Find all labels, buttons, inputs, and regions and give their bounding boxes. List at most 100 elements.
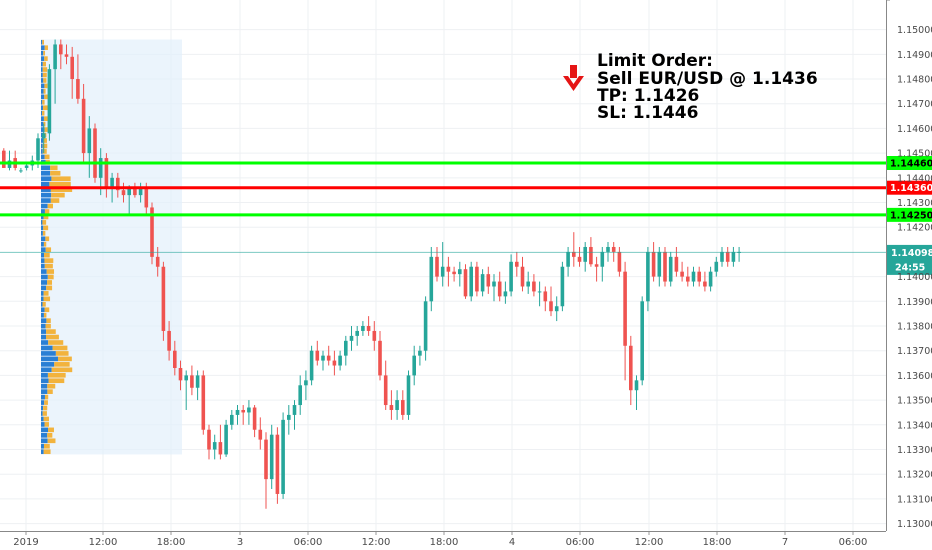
annotation-line-3: TP: 1.1426 xyxy=(597,86,699,106)
vp-buy-bar xyxy=(41,89,44,94)
vp-buy-bar xyxy=(41,252,45,258)
candle-body xyxy=(554,306,559,312)
vp-buy-bar xyxy=(41,127,45,132)
vp-sell-bar xyxy=(43,50,46,56)
vp-sell-bar xyxy=(43,121,46,127)
vp-sell-bar xyxy=(45,247,52,253)
vp-buy-bar xyxy=(41,274,48,280)
candle-body xyxy=(617,251,622,272)
candle-body xyxy=(150,207,154,257)
vp-buy-bar xyxy=(41,432,48,438)
vp-sell-bar xyxy=(47,274,54,280)
vp-sell-bar xyxy=(47,203,53,209)
y-tick-label: 1.13800 xyxy=(897,322,932,333)
vp-buy-bar xyxy=(41,225,44,231)
vp-sell-bar xyxy=(50,187,73,192)
vp-sell-bar xyxy=(47,389,53,394)
stop-loss-price-label: 1.14460 xyxy=(890,159,932,170)
last-price-label: 1.14098 xyxy=(891,248,932,259)
candle-body xyxy=(19,170,23,172)
candle-body xyxy=(549,301,553,312)
vp-sell-bar xyxy=(42,149,47,154)
vp-buy-bar xyxy=(41,181,50,187)
candle-body xyxy=(566,251,570,267)
candle-body xyxy=(697,271,701,282)
candle-body xyxy=(583,246,587,262)
candle-body xyxy=(144,187,149,208)
y-tick-label: 1.13700 xyxy=(897,346,932,357)
vp-buy-bar xyxy=(41,187,51,192)
stop-loss-price-tag xyxy=(887,156,932,171)
vp-buy-bar xyxy=(41,220,43,225)
candle-body xyxy=(503,291,508,297)
last-price-tag xyxy=(887,244,932,275)
vp-buy-bar xyxy=(41,170,51,176)
vp-buy-bar xyxy=(41,296,44,302)
vp-buy-bar xyxy=(41,389,48,394)
vp-sell-bar xyxy=(46,285,53,291)
vp-buy-bar xyxy=(41,105,43,111)
candles xyxy=(1,39,741,509)
y-tick-label: 1.13100 xyxy=(897,494,932,505)
vp-buy-bar xyxy=(41,329,47,334)
vp-sell-bar xyxy=(43,443,50,449)
candle-body xyxy=(104,158,109,188)
take-profit-price-label: 1.14250 xyxy=(890,210,932,221)
candle-body xyxy=(691,271,696,282)
vp-sell-bar xyxy=(50,198,60,203)
candle-body xyxy=(657,251,662,277)
candle-body xyxy=(212,442,217,450)
candle-body xyxy=(418,350,422,356)
vp-sell-bar xyxy=(46,334,59,340)
vp-sell-bar xyxy=(42,39,44,45)
candle-body xyxy=(543,291,548,302)
candle-body xyxy=(378,340,382,376)
vp-buy-bar xyxy=(41,422,45,427)
candle-body xyxy=(116,177,120,191)
vp-buy-bar xyxy=(41,263,45,269)
candle-body xyxy=(526,281,530,287)
vp-buy-bar xyxy=(41,405,44,411)
vp-buy-bar xyxy=(41,362,55,367)
vp-sell-bar xyxy=(48,340,64,345)
vp-buy-bar xyxy=(41,378,49,384)
vp-buy-bar xyxy=(41,443,44,449)
candle-body xyxy=(1,150,6,168)
vp-buy-bar xyxy=(41,241,44,247)
candle-body xyxy=(247,407,251,413)
candle-body xyxy=(452,271,456,275)
candle-body xyxy=(53,44,57,70)
candle-body xyxy=(395,400,399,410)
y-tick-label: 1.15000 xyxy=(897,25,932,36)
candle-body xyxy=(389,405,394,410)
x-tick-label: 3 xyxy=(237,537,243,548)
candle-body xyxy=(167,330,171,351)
candle-body xyxy=(532,281,536,292)
candle-body xyxy=(161,266,166,331)
order-annotation: Limit Order: Sell EUR/USD @ 1.1436 TP: 1… xyxy=(563,51,818,123)
vp-sell-bar xyxy=(44,94,48,100)
x-tick-label: 2019 xyxy=(13,537,38,548)
candle-body xyxy=(572,251,576,257)
candle-body xyxy=(304,380,308,386)
y-tick-label: 1.14400 xyxy=(897,173,932,184)
candle-body xyxy=(258,429,263,440)
candle-body xyxy=(686,276,690,282)
price-levels: 1.14460 1.14360 1.14250 1.14098 24:55 xyxy=(0,156,932,275)
annotation-line-2: Sell EUR/USD @ 1.1436 xyxy=(597,69,818,89)
vp-buy-bar xyxy=(41,138,44,143)
candle-body xyxy=(634,380,639,391)
candle-body xyxy=(87,128,92,154)
y-tick-label: 1.13200 xyxy=(897,470,932,481)
vp-buy-bar xyxy=(41,312,44,318)
vp-sell-bar xyxy=(47,432,53,438)
candle-body xyxy=(207,429,211,450)
candle-body xyxy=(252,407,257,430)
candle-body xyxy=(41,133,46,139)
vp-sell-bar xyxy=(47,372,66,378)
candle-body xyxy=(81,98,86,154)
candle-body xyxy=(651,251,656,277)
candle-body xyxy=(76,79,80,99)
vp-buy-bar xyxy=(41,356,58,362)
